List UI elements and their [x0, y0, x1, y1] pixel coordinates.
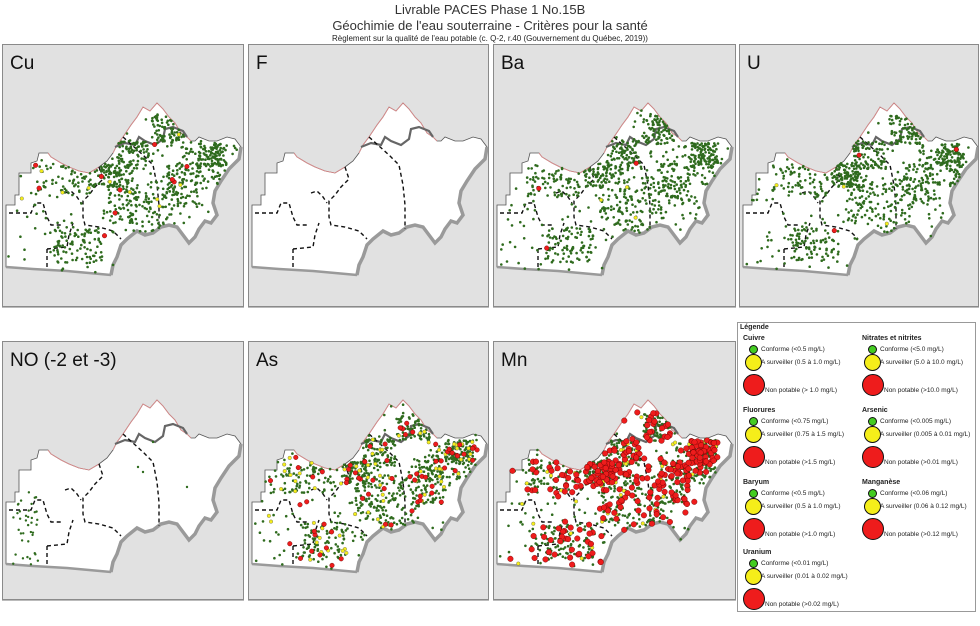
legend-symbol-conforme	[868, 345, 877, 354]
legend-label: A surveiller (0.5 à 1.0 mg/L)	[761, 359, 841, 366]
panel-title: U	[747, 53, 761, 74]
legend-symbol-a-surveiller	[864, 354, 881, 371]
legend-symbol-conforme	[749, 345, 758, 354]
legend-symbol-conforme	[749, 559, 758, 568]
legend-label: Conforme (<0.75 mg/L)	[761, 418, 829, 425]
legend-label: Conforme (<0.06 mg/L)	[880, 490, 948, 497]
legend-symbol-a-surveiller	[864, 426, 881, 443]
map-panel-mn: Mn	[493, 341, 736, 600]
legend-group-nitrates-et-nitrites: Nitrates et nitrites Conforme (<5.0 mg/L)…	[859, 335, 977, 403]
legend-symbol-non-potable	[862, 446, 884, 468]
legend-label: Conforme (<0.005 mg/L)	[880, 418, 951, 425]
legend-label: Conforme (<5.0 mg/L)	[880, 346, 944, 353]
legend-symbol-non-potable	[862, 374, 884, 396]
legend-label: A surveiller (0.5 à 1.0 mg/L)	[761, 503, 841, 510]
map-panel-as: As	[248, 341, 489, 600]
panel-title: Cu	[10, 53, 35, 74]
panel-title: NO (-2 et -3)	[10, 350, 117, 371]
legend-symbol-conforme	[868, 417, 877, 426]
legend-symbol-non-potable	[743, 374, 765, 396]
legend-symbol-a-surveiller	[864, 498, 881, 515]
map-panel-cu: Cu	[2, 44, 244, 307]
legend-group-title: Nitrates et nitrites	[862, 335, 922, 342]
legend-group-title: Arsenic	[862, 407, 888, 414]
legend-label: Non potable (>0.12 mg/L)	[884, 531, 958, 538]
panel-title: Mn	[501, 350, 528, 371]
legend-group-fluorures: Fluorures Conforme (<0.75 mg/L) A surveill…	[740, 407, 858, 475]
legend-symbol-non-potable	[862, 518, 884, 540]
legend-title: Légende	[740, 324, 769, 331]
panel-title: F	[256, 53, 268, 74]
legend-label: A surveiller (0.75 à 1.5 mg/L)	[761, 431, 845, 438]
legend-group-cuivre: Cuivre Conforme (<0.5 mg/L) A surveiller (…	[740, 335, 858, 403]
legend-symbol-a-surveiller	[745, 498, 762, 515]
legend-group-title: Uranium	[743, 549, 772, 556]
territory-map	[742, 102, 978, 277]
territory-map	[251, 102, 488, 277]
legend-symbol-conforme	[749, 417, 758, 426]
territory-map	[5, 399, 243, 574]
legend-label: A surveiller (0.01 à 0.02 mg/L)	[761, 573, 848, 580]
legend-label: Conforme (<0.01 mg/L)	[761, 560, 829, 567]
legend-label: Non potable (> 1.0 mg/L)	[765, 387, 838, 394]
panel-title: Ba	[501, 53, 525, 74]
regulation-reference: Règlement sur la qualité de l'eau potabl…	[332, 34, 648, 43]
legend-symbol-non-potable	[743, 518, 765, 540]
legend-group-title: Fluorures	[743, 407, 776, 414]
territory-map	[496, 102, 734, 277]
map-panel-no: NO (-2 et -3)	[2, 341, 244, 600]
legend-label: A surveiller (5.0 à 10.0 mg/L)	[880, 359, 964, 366]
legend-label: Non potable (>10.0 mg/L)	[884, 387, 958, 394]
map-panel-ba: Ba	[493, 44, 736, 307]
legend-label: A surveiller (0.06 à 0.12 mg/L)	[880, 503, 967, 510]
legend-group-uranium: Uranium Conforme (<0.01 mg/L) A surveiller…	[740, 549, 858, 617]
territory-map	[251, 399, 488, 574]
legend-symbol-non-potable	[743, 588, 765, 610]
legend-label: Conforme (<0.5 mg/L)	[761, 346, 825, 353]
legend-label: Non potable (>0.01 mg/L)	[884, 459, 958, 466]
legend-group-arsenic: Arsenic Conforme (<0.005 mg/L) A surveille…	[859, 407, 977, 475]
legend-group-mangan-se: Manganèse Conforme (<0.06 mg/L) A surveill…	[859, 479, 977, 547]
report-subtitle: Géochimie de l'eau souterraine - Critère…	[332, 18, 648, 33]
legend-group-title: Manganèse	[862, 479, 901, 486]
legend-label: Non potable (>1.0 mg/L)	[765, 531, 836, 538]
legend: Légende Cuivre Conforme (<0.5 mg/L) A surv…	[737, 322, 976, 612]
legend-label: Non potable (>1.5 mg/L)	[765, 459, 836, 466]
legend-symbol-a-surveiller	[745, 354, 762, 371]
legend-symbol-a-surveiller	[745, 568, 762, 585]
legend-group-title: Baryum	[743, 479, 770, 486]
territory-map	[496, 399, 734, 574]
legend-symbol-non-potable	[743, 446, 765, 468]
legend-label: Non potable (>0.02 mg/L)	[765, 601, 839, 608]
legend-label: Conforme (<0.5 mg/L)	[761, 490, 825, 497]
report-title: Livrable PACES Phase 1 No.15B	[394, 2, 586, 17]
panel-title: As	[256, 350, 279, 371]
legend-group-title: Cuivre	[743, 335, 765, 342]
map-panel-u: U	[739, 44, 979, 307]
territory-map	[5, 102, 243, 277]
legend-group-baryum: Baryum Conforme (<0.5 mg/L) A surveiller (…	[740, 479, 858, 547]
legend-label: A surveiller (0.005 à 0.01 mg/L)	[880, 431, 971, 438]
legend-symbol-conforme	[868, 489, 877, 498]
legend-symbol-a-surveiller	[745, 426, 762, 443]
map-panel-f: F	[248, 44, 489, 307]
legend-symbol-conforme	[749, 489, 758, 498]
